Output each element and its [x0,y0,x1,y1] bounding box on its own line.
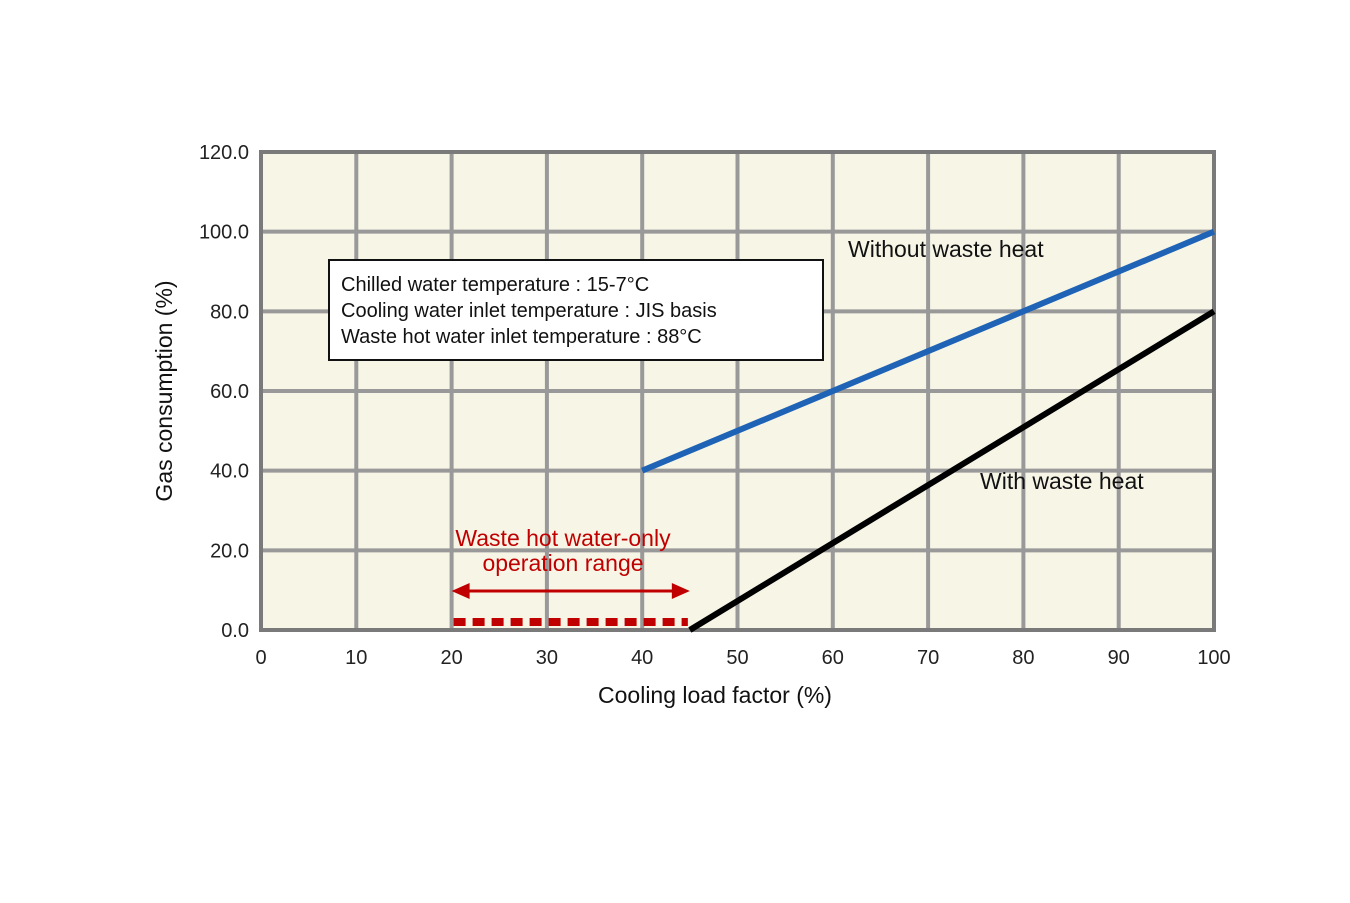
condition-line: Cooling water inlet temperature : JIS ba… [341,300,717,322]
x-tick-label: 80 [1012,647,1034,669]
conditions-box [328,259,824,361]
x-tick-label: 20 [440,647,462,669]
x-tick-label: 70 [917,647,939,669]
y-tick-label: 40.0 [210,461,249,483]
y-tick-label: 120.0 [199,142,249,164]
x-tick-label: 0 [255,647,266,669]
series-label-without-waste-heat: Without waste heat [848,236,1044,262]
x-tick-label: 100 [1197,647,1230,669]
x-tick-label: 60 [822,647,844,669]
y-axis-title: Gas consumption (%) [151,280,177,501]
series-line-without-waste-heat [641,228,1216,474]
operation-range-label-line-1: Waste hot water-only [455,525,671,551]
series-label-with-waste-heat: With waste heat [980,468,1144,494]
y-tick-label: 0.0 [221,620,249,642]
x-tick-label: 40 [631,647,653,669]
condition-line: Waste hot water inlet temperature : 88°C [341,326,702,348]
condition-line: Chilled water temperature : 15-7°C [341,274,649,296]
y-tick-label: 20.0 [210,540,249,562]
x-axis-title: Cooling load factor (%) [598,682,832,708]
arrow-right-icon [671,583,690,599]
y-tick-label: 60.0 [210,381,249,403]
y-tick-label: 100.0 [199,222,249,244]
series-line-with-waste-heat [688,308,1216,633]
x-tick-label: 50 [726,647,748,669]
operation-range-label-line-2: operation range [482,550,643,576]
x-tick-label: 30 [536,647,558,669]
arrow-left-icon [451,583,470,599]
plot-frame [259,150,1216,632]
y-tick-label: 80.0 [210,301,249,323]
x-tick-label: 10 [345,647,367,669]
x-tick-label: 90 [1108,647,1130,669]
